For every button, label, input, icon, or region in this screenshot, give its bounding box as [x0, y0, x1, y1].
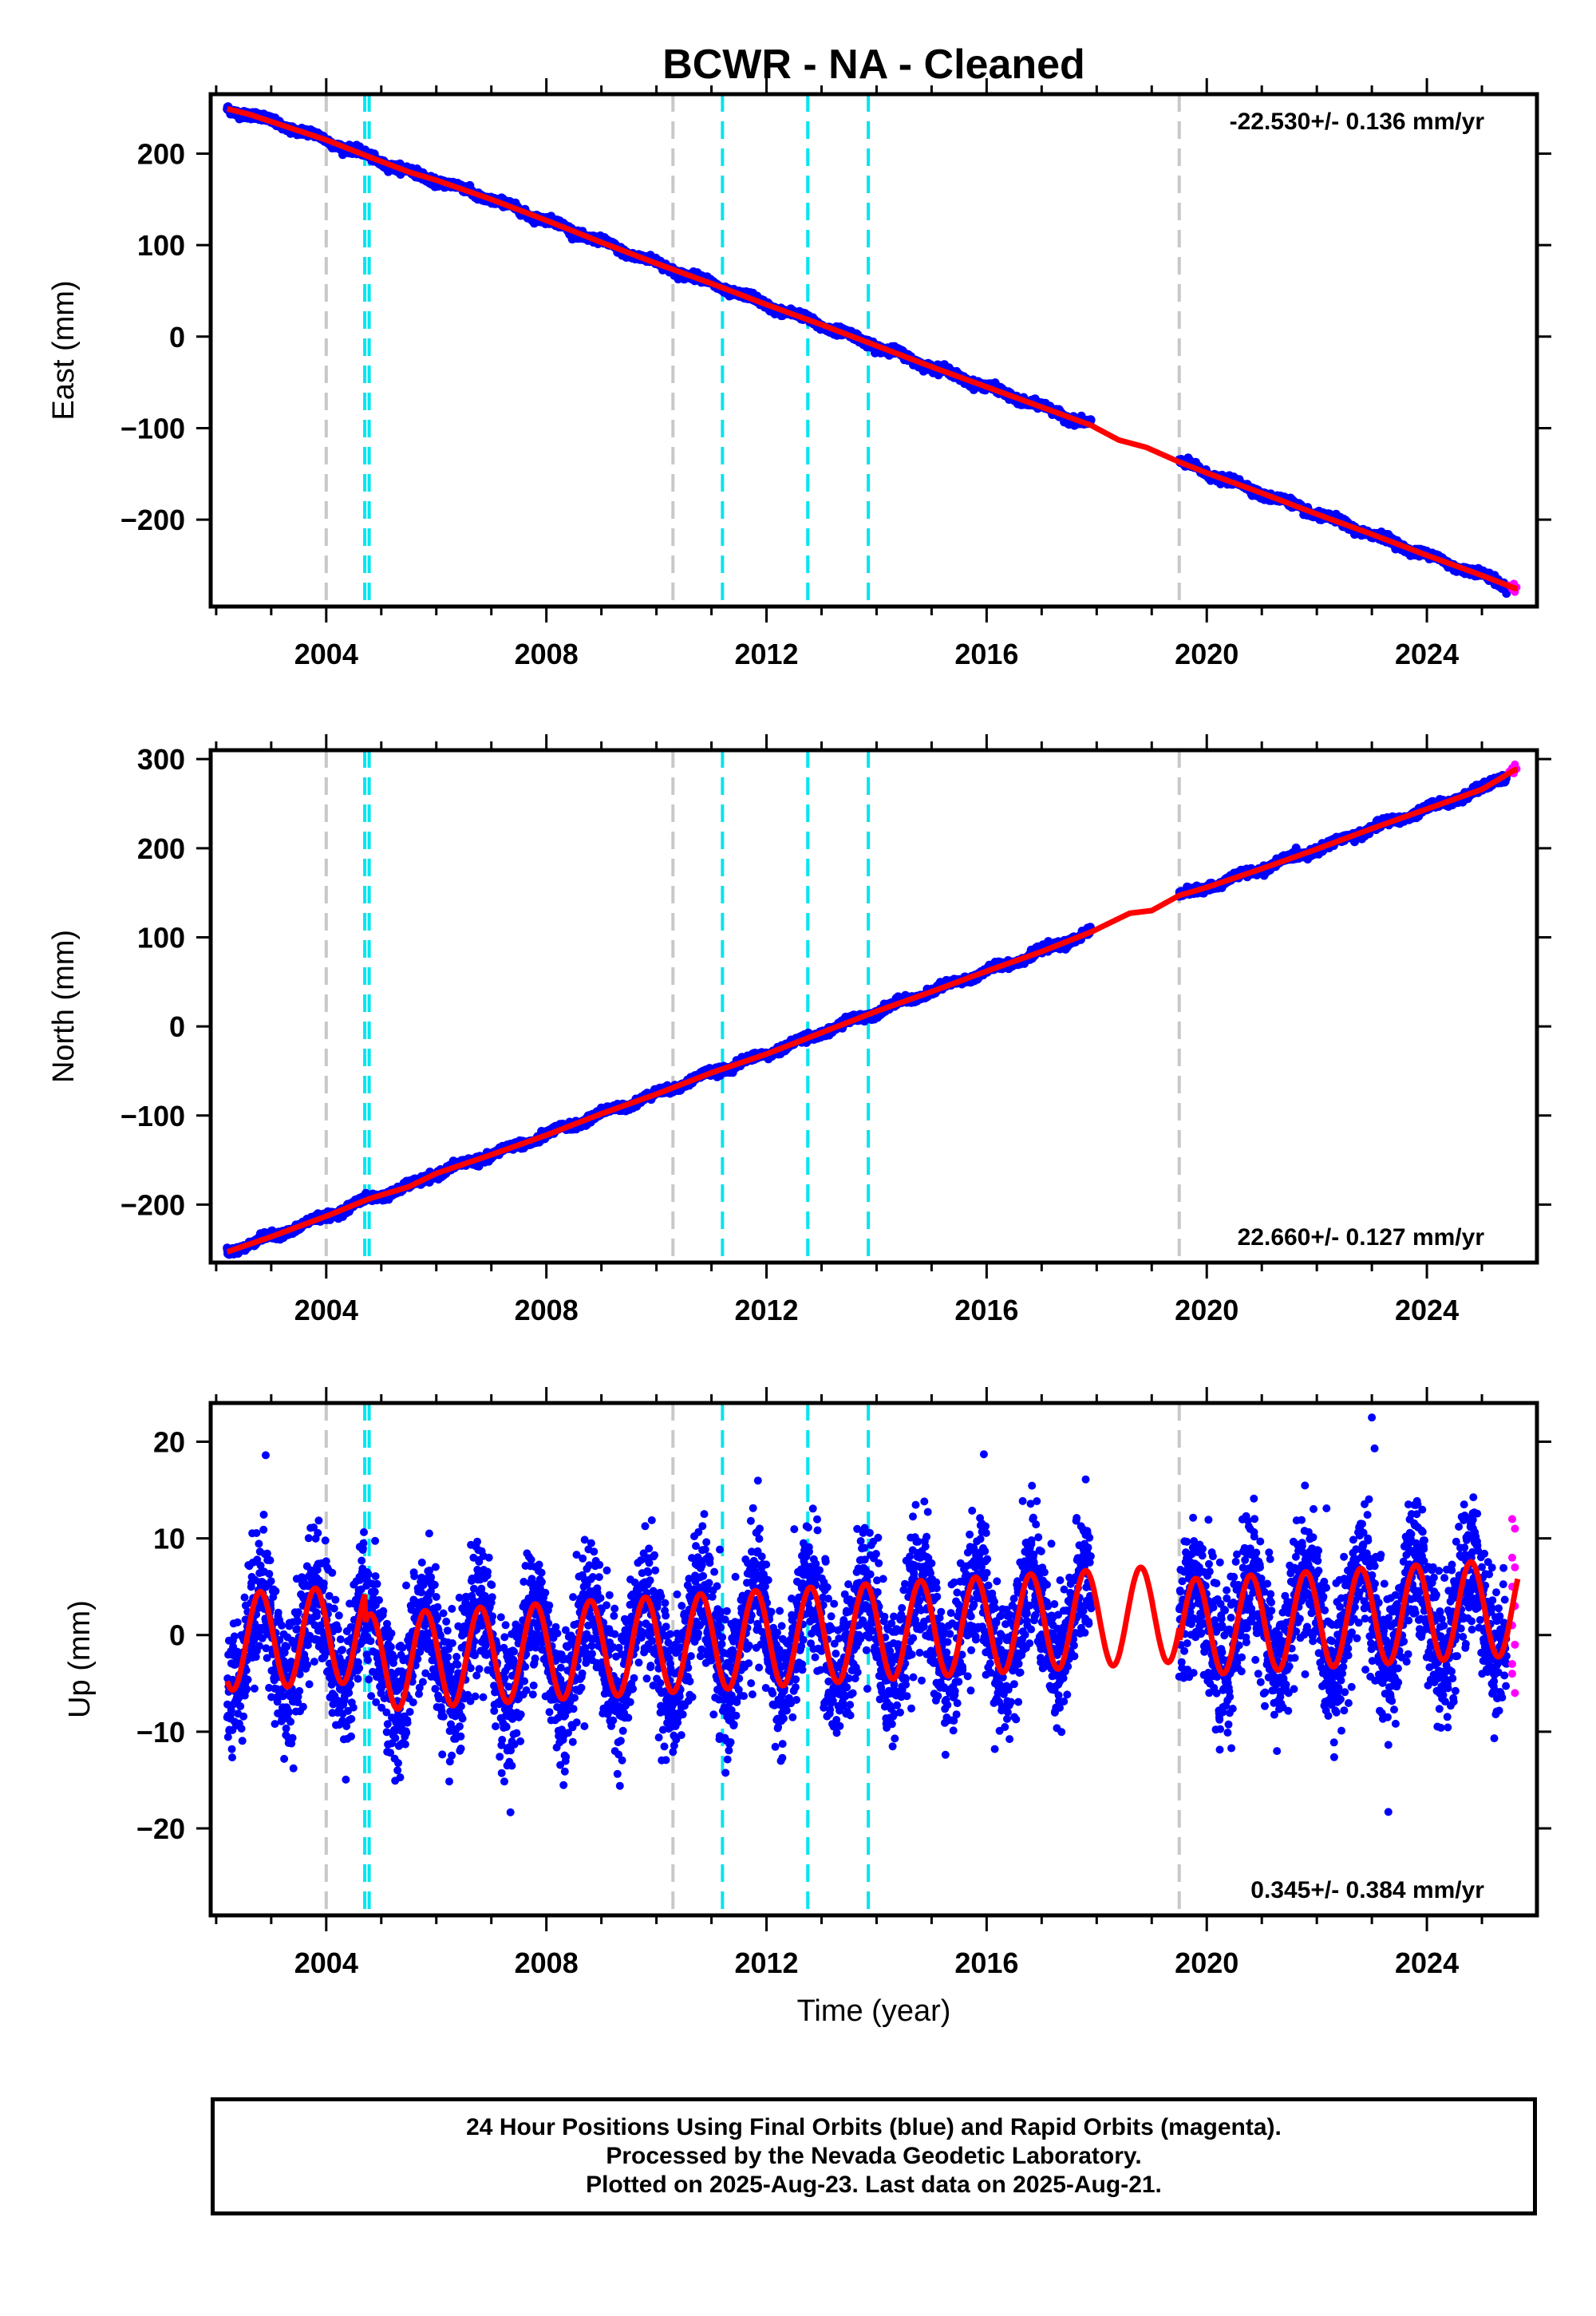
- final-orbit-point: [1502, 589, 1511, 599]
- x-tick-label: 2012: [734, 638, 798, 670]
- y-tick-label: −200: [120, 504, 185, 536]
- model-fit-line: [226, 105, 1518, 591]
- y-axis-label: East (mm): [47, 280, 81, 420]
- x-tick-label: 2016: [954, 638, 1018, 670]
- x-tick-label: 2024: [1395, 638, 1459, 670]
- y-tick-label: 100: [137, 229, 185, 262]
- x-tick-label: 2008: [515, 638, 579, 670]
- north-panel: 2004 2008 2012 2016 2020 20243002001000−100−2…: [47, 734, 1551, 1326]
- x-tick-label: 2004: [294, 638, 358, 670]
- y-tick-label: 200: [137, 138, 185, 171]
- x-tick-label: 2020: [1175, 638, 1238, 670]
- y-tick-label: 0: [169, 321, 185, 354]
- plot-frame: [208, 92, 1539, 609]
- chart-title: BCWR - NA - Cleaned: [662, 41, 1085, 88]
- y-tick-label: −100: [120, 412, 185, 445]
- east-panel: 2004 2008 2012 2016 2020 2024 200 100 0 −100 −200 E…: [47, 78, 1551, 670]
- velocity-label: -22.530+/- 0.136 mm/yr: [1230, 109, 1485, 135]
